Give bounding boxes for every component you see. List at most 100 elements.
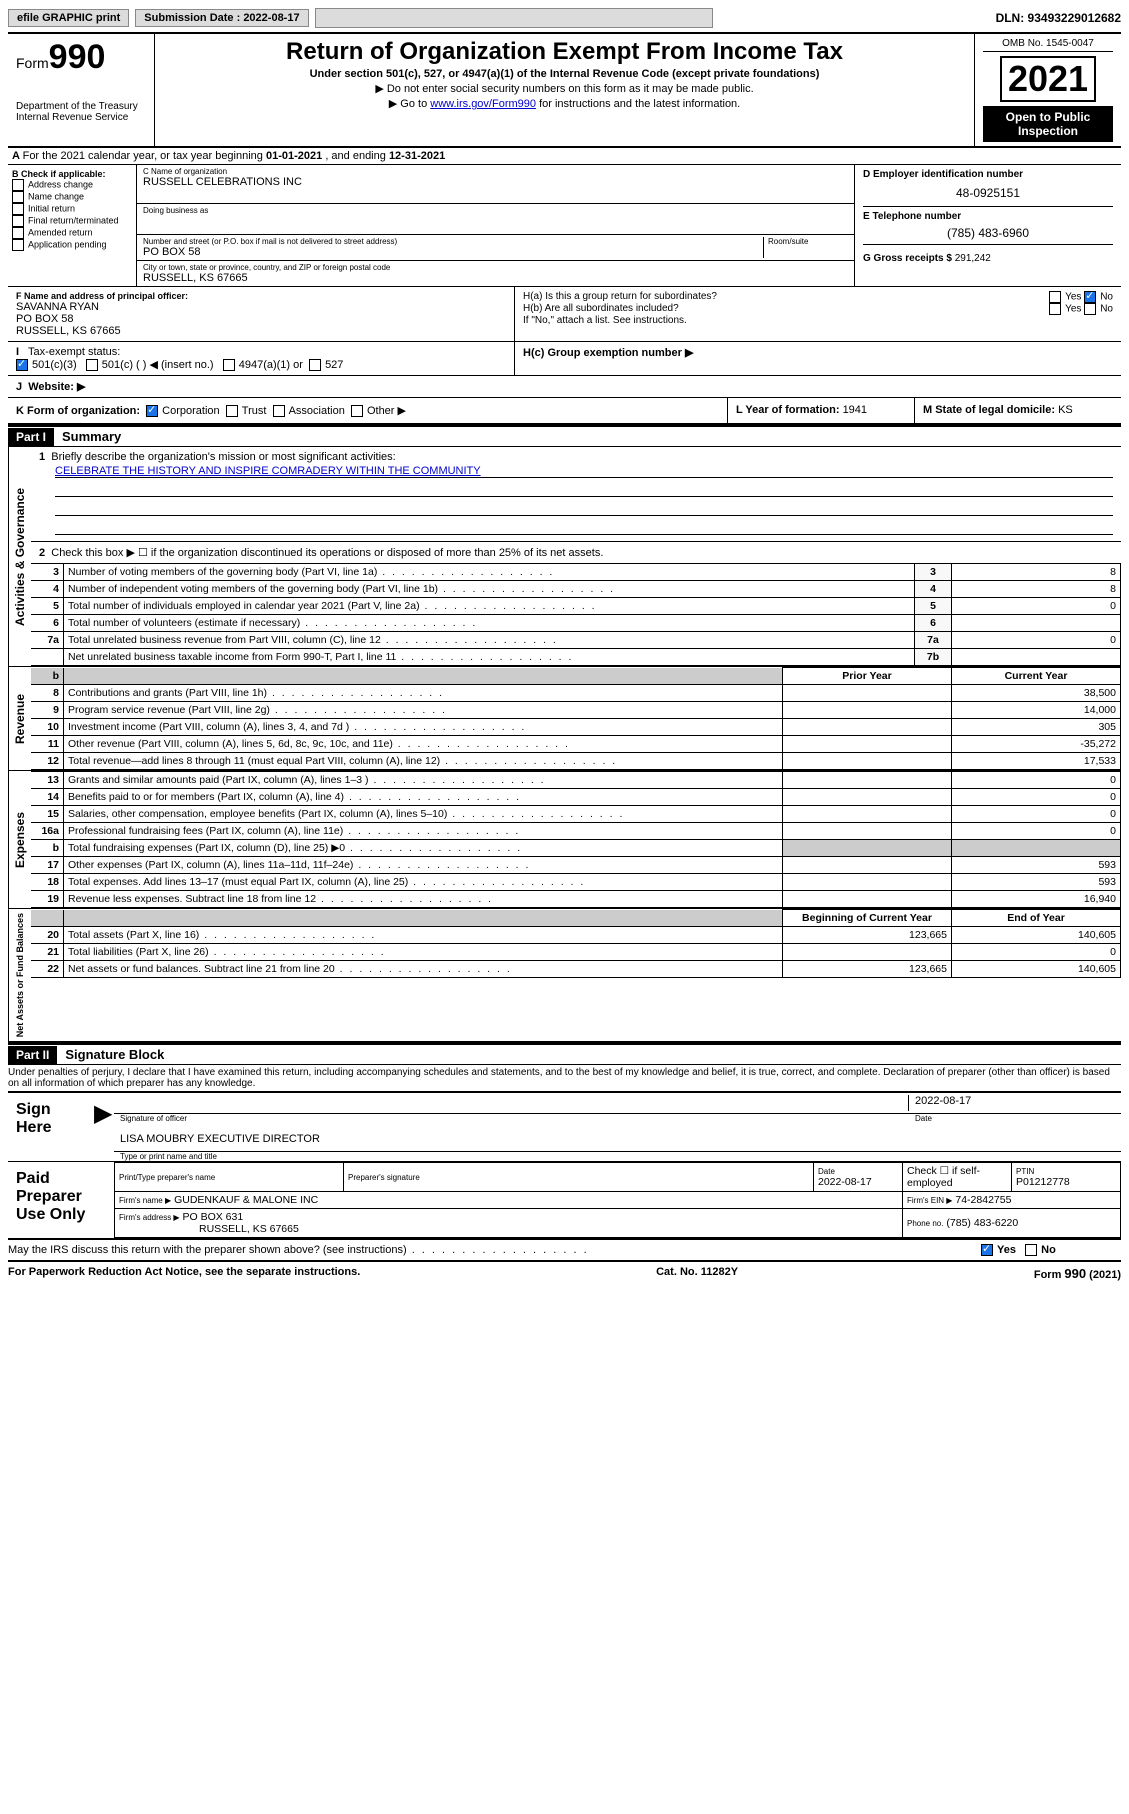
table-row: bTotal fundraising expenses (Part IX, co… <box>31 840 1121 857</box>
table-row: Net unrelated business taxable income fr… <box>31 649 1121 666</box>
table-row: 5Total number of individuals employed in… <box>31 598 1121 615</box>
paid-preparer-label: Paid Preparer Use Only <box>8 1162 114 1238</box>
form-number: Form990 <box>16 38 146 77</box>
submission-date-button[interactable]: Submission Date : 2022-08-17 <box>135 9 308 27</box>
org-name: RUSSELL CELEBRATIONS INC <box>143 176 848 188</box>
checkbox-527[interactable] <box>309 359 321 371</box>
goto-pre: ▶ Go to <box>389 98 430 110</box>
row-i-hc: I Tax-exempt status: 501(c)(3) 501(c) ( … <box>8 342 1121 376</box>
table-row: 9Program service revenue (Part VIII, lin… <box>31 702 1121 719</box>
checkbox-ha-no[interactable] <box>1084 291 1096 303</box>
table-row: 22Net assets or fund balances. Subtract … <box>31 961 1121 978</box>
part2-title: Signature Block <box>57 1045 172 1064</box>
checkbox-address-change[interactable] <box>12 179 24 191</box>
firm-name-label: Firm's name ▶ <box>119 1196 171 1205</box>
footer-mid: Cat. No. 11282Y <box>656 1266 738 1281</box>
checkbox-amended-return[interactable] <box>12 227 24 239</box>
table-row: 11Other revenue (Part VIII, column (A), … <box>31 736 1121 753</box>
checkbox-hb-yes[interactable] <box>1049 303 1061 315</box>
table-row: 21Total liabilities (Part X, line 26)0 <box>31 944 1121 961</box>
checkbox-application-pending[interactable] <box>12 239 24 251</box>
opt-527: 527 <box>325 359 343 371</box>
form-title: Return of Organization Exempt From Incom… <box>163 38 966 66</box>
section-c: C Name of organization RUSSELL CELEBRATI… <box>137 165 855 286</box>
row-klm: K Form of organization: Corporation Trus… <box>8 398 1121 425</box>
ptin-value: P01212778 <box>1016 1176 1070 1188</box>
efile-button[interactable]: efile GRAPHIC print <box>8 9 129 27</box>
ha-no: No <box>1100 292 1113 303</box>
section-fhij: F Name and address of principal officer:… <box>8 287 1121 342</box>
g-label: G Gross receipts $ <box>863 253 952 264</box>
checkbox-final-return[interactable] <box>12 215 24 227</box>
k-label: K Form of organization: <box>16 405 140 417</box>
part1-title: Summary <box>54 427 129 446</box>
checkbox-hb-no[interactable] <box>1084 303 1096 315</box>
sign-here-block: Sign Here ▶ 2022-08-17 Signature of offi… <box>8 1091 1121 1162</box>
col-eoy: End of Year <box>952 910 1121 927</box>
checkbox-ha-yes[interactable] <box>1049 291 1061 303</box>
f-label: F Name and address of principal officer: <box>16 291 506 301</box>
d-label: D Employer identification number <box>863 169 1113 180</box>
opt-4947: 4947(a)(1) or <box>239 359 303 371</box>
pp-date: 2022-08-17 <box>818 1176 872 1188</box>
checkbox-other[interactable] <box>351 405 363 417</box>
part1-revenue: Revenue b Prior Year Current Year 8Contr… <box>8 666 1121 770</box>
tax-year-end: 12-31-2021 <box>389 150 445 162</box>
subtitle-3: ▶ Go to www.irs.gov/Form990 for instruct… <box>163 97 966 110</box>
irs-label: Internal Revenue Service <box>16 112 146 123</box>
dln-label: DLN: 93493229012682 <box>996 11 1121 25</box>
part1-netassets: Net Assets or Fund Balances Beginning of… <box>8 908 1121 1043</box>
checkbox-discuss-no[interactable] <box>1025 1244 1037 1256</box>
checkbox-501c3[interactable] <box>16 359 28 371</box>
org-city: RUSSELL, KS 67665 <box>143 272 848 284</box>
mission-link[interactable]: CELEBRATE THE HISTORY AND INSPIRE COMRAD… <box>55 465 481 477</box>
checkbox-association[interactable] <box>273 405 285 417</box>
part1-body: Activities & Governance 1 Briefly descri… <box>8 447 1121 666</box>
row-j: J Website: ▶ <box>8 376 1121 398</box>
checkbox-trust[interactable] <box>226 405 238 417</box>
checkbox-name-change[interactable] <box>12 191 24 203</box>
dba-label: Doing business as <box>143 206 848 215</box>
table-row: 4Number of independent voting members of… <box>31 581 1121 598</box>
page-footer: For Paperwork Reduction Act Notice, see … <box>8 1266 1121 1281</box>
opt-501c3: 501(c)(3) <box>32 359 77 371</box>
firm-ein-label: Firm's EIN ▶ <box>907 1196 952 1205</box>
table-row: 15Salaries, other compensation, employee… <box>31 806 1121 823</box>
omb-number: OMB No. 1545-0047 <box>983 38 1113 52</box>
table-row: 13Grants and similar amounts paid (Part … <box>31 772 1121 789</box>
opt-corporation: Corporation <box>162 405 219 417</box>
m-label: M State of legal domicile: <box>923 404 1058 416</box>
checkbox-corporation[interactable] <box>146 405 158 417</box>
firm-ein: 74-2842755 <box>955 1194 1011 1206</box>
room-label: Room/suite <box>768 237 848 246</box>
perjury-declaration: Under penalties of perjury, I declare th… <box>8 1065 1121 1091</box>
line2-label: Check this box ▶ ☐ if the organization d… <box>51 547 603 559</box>
table-row: 6Total number of volunteers (estimate if… <box>31 615 1121 632</box>
checkbox-discuss-yes[interactable] <box>981 1244 993 1256</box>
table-row: 3Number of voting members of the governi… <box>31 564 1121 581</box>
firm-name: GUDENKAUF & MALONE INC <box>174 1194 318 1206</box>
opt-application-pending: Application pending <box>28 239 107 249</box>
opt-initial-return: Initial return <box>28 203 75 213</box>
ptin-label: PTIN <box>1016 1167 1116 1176</box>
b-title: B Check if applicable: <box>12 169 132 179</box>
checkbox-501c[interactable] <box>86 359 98 371</box>
irs-link[interactable]: www.irs.gov/Form990 <box>430 98 536 110</box>
hb-note: If "No," attach a list. See instructions… <box>523 315 1113 326</box>
table-row: 16aProfessional fundraising fees (Part I… <box>31 823 1121 840</box>
hb-yes: Yes <box>1065 304 1081 315</box>
footer-right: Form 990 (2021) <box>1034 1266 1121 1281</box>
form-990: 990 <box>49 38 106 76</box>
checkbox-4947[interactable] <box>223 359 235 371</box>
ha-yes: Yes <box>1065 292 1081 303</box>
form-header: Form990 Department of the Treasury Inter… <box>8 32 1121 148</box>
may-discuss-row: May the IRS discuss this return with the… <box>8 1240 1121 1262</box>
opt-final-return: Final return/terminated <box>28 215 119 225</box>
secA-mid: , and ending <box>325 150 389 162</box>
table-row: 18Total expenses. Add lines 13–17 (must … <box>31 874 1121 891</box>
hb-label: H(b) Are all subordinates included? <box>523 303 1049 315</box>
officer-name-title: LISA MOUBRY EXECUTIVE DIRECTOR <box>120 1133 320 1149</box>
checkbox-initial-return[interactable] <box>12 203 24 215</box>
officer-name: SAVANNA RYAN <box>16 301 506 313</box>
sig-date-label: Date <box>915 1114 1115 1123</box>
